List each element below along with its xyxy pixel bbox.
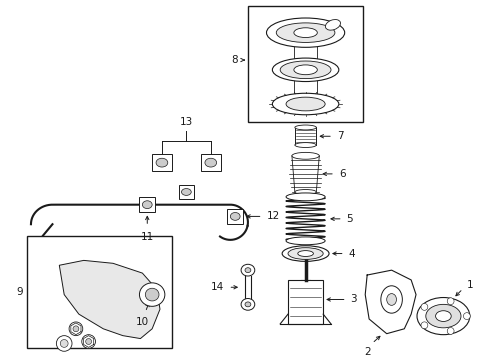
Text: 1: 1 (467, 280, 473, 290)
Text: 14: 14 (211, 282, 224, 292)
Ellipse shape (292, 152, 319, 159)
Circle shape (82, 335, 96, 348)
Circle shape (69, 322, 83, 336)
Ellipse shape (230, 212, 240, 220)
Ellipse shape (325, 19, 341, 30)
Circle shape (447, 328, 454, 334)
Text: 8: 8 (232, 55, 238, 65)
Text: 12: 12 (267, 211, 280, 221)
Text: 3: 3 (350, 294, 357, 305)
Text: 10: 10 (136, 317, 149, 327)
Ellipse shape (245, 302, 251, 307)
Circle shape (464, 313, 470, 320)
Ellipse shape (295, 125, 317, 130)
Circle shape (421, 303, 428, 310)
Ellipse shape (143, 201, 152, 208)
Ellipse shape (295, 143, 317, 148)
Ellipse shape (245, 268, 251, 273)
Circle shape (56, 336, 72, 351)
Ellipse shape (286, 193, 325, 201)
Bar (248, 6, 363, 122)
Bar (178, 185, 194, 199)
Ellipse shape (181, 189, 191, 195)
Ellipse shape (272, 58, 339, 81)
Circle shape (447, 298, 454, 305)
Ellipse shape (286, 237, 325, 245)
Ellipse shape (205, 158, 217, 167)
Ellipse shape (267, 18, 344, 47)
Ellipse shape (272, 93, 339, 115)
Circle shape (86, 338, 92, 345)
Text: 5: 5 (346, 214, 353, 224)
Ellipse shape (436, 311, 451, 321)
Circle shape (73, 326, 79, 332)
Ellipse shape (241, 264, 255, 276)
Ellipse shape (295, 189, 317, 194)
Ellipse shape (146, 288, 159, 301)
Ellipse shape (426, 304, 461, 328)
Bar (152, 154, 171, 171)
Text: 7: 7 (337, 131, 343, 141)
Ellipse shape (286, 97, 325, 111)
Ellipse shape (288, 248, 323, 260)
Bar (201, 154, 220, 171)
Ellipse shape (140, 283, 165, 306)
Text: 13: 13 (180, 117, 193, 127)
Circle shape (60, 339, 68, 347)
Ellipse shape (241, 298, 255, 310)
Bar (27, 236, 171, 348)
Ellipse shape (294, 65, 318, 75)
Bar (288, 280, 323, 324)
Ellipse shape (387, 294, 396, 305)
Polygon shape (59, 260, 160, 338)
Bar (140, 197, 155, 212)
Circle shape (421, 322, 428, 329)
Ellipse shape (417, 297, 470, 335)
Ellipse shape (280, 61, 331, 78)
Ellipse shape (276, 23, 335, 42)
Text: 2: 2 (364, 347, 370, 357)
Text: 4: 4 (348, 248, 355, 258)
Ellipse shape (381, 286, 402, 313)
Text: 6: 6 (339, 169, 345, 179)
Text: 9: 9 (17, 287, 23, 297)
Bar (227, 208, 243, 224)
Ellipse shape (298, 251, 314, 256)
Ellipse shape (294, 28, 318, 37)
Ellipse shape (282, 246, 329, 261)
Text: 11: 11 (141, 232, 154, 242)
Ellipse shape (156, 158, 168, 167)
